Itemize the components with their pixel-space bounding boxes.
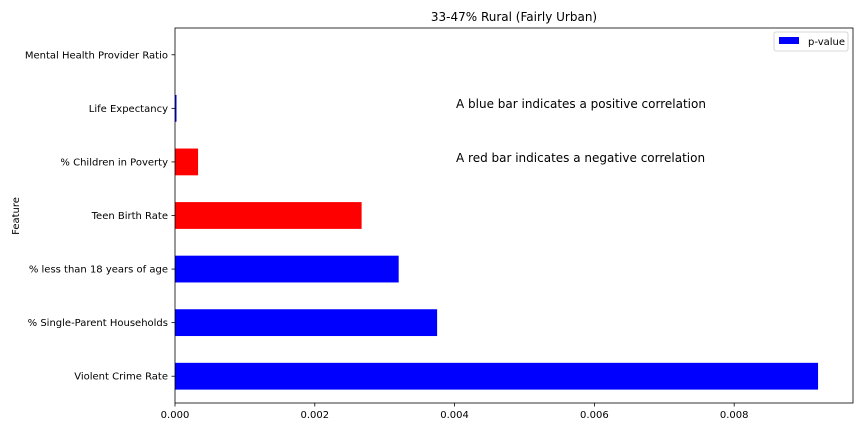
x-tick-label: 0.002 bbox=[300, 410, 329, 421]
x-tick-label: 0.000 bbox=[161, 410, 190, 421]
x-tick-label: 0.006 bbox=[580, 410, 609, 421]
legend-frame bbox=[773, 31, 849, 52]
plot-frame bbox=[174, 27, 854, 404]
bar-3 bbox=[175, 202, 362, 229]
legend-swatch bbox=[779, 37, 799, 44]
annotation-negative: A red bar indicates a negative correlati… bbox=[456, 151, 705, 165]
y-tick-label: Life Expectancy bbox=[89, 104, 168, 115]
bar-1 bbox=[175, 309, 438, 337]
y-ticks-group: Violent Crime Rate % Single-Parent Househ… bbox=[25, 50, 175, 383]
x-tick-label: 0.004 bbox=[440, 410, 469, 421]
y-tick-label: % less than 18 years of age bbox=[29, 265, 168, 276]
annotation-positive: A blue bar indicates a positive correlat… bbox=[456, 97, 706, 111]
legend-label: p-value bbox=[808, 37, 845, 48]
bars-group bbox=[175, 94, 819, 390]
x-tick-label: 0.008 bbox=[720, 410, 749, 421]
x-ticks-group: 0.000 0.002 0.004 0.006 0.008 bbox=[161, 403, 749, 421]
bar-2 bbox=[175, 255, 399, 283]
chart-title: 33-47% Rural (Fairly Urban) bbox=[431, 10, 597, 24]
y-tick-label: % Children in Poverty bbox=[60, 157, 168, 168]
y-tick-label: Mental Health Provider Ratio bbox=[25, 50, 168, 61]
bar-4 bbox=[175, 148, 199, 176]
y-tick-label: Violent Crime Rate bbox=[74, 372, 168, 383]
bar-5 bbox=[175, 94, 177, 122]
bar-0 bbox=[175, 362, 819, 390]
legend: p-value bbox=[773, 31, 849, 52]
y-tick-label: Teen Birth Rate bbox=[91, 211, 168, 222]
y-axis-title: Feature bbox=[11, 197, 22, 235]
y-tick-label: % Single-Parent Households bbox=[28, 318, 168, 329]
